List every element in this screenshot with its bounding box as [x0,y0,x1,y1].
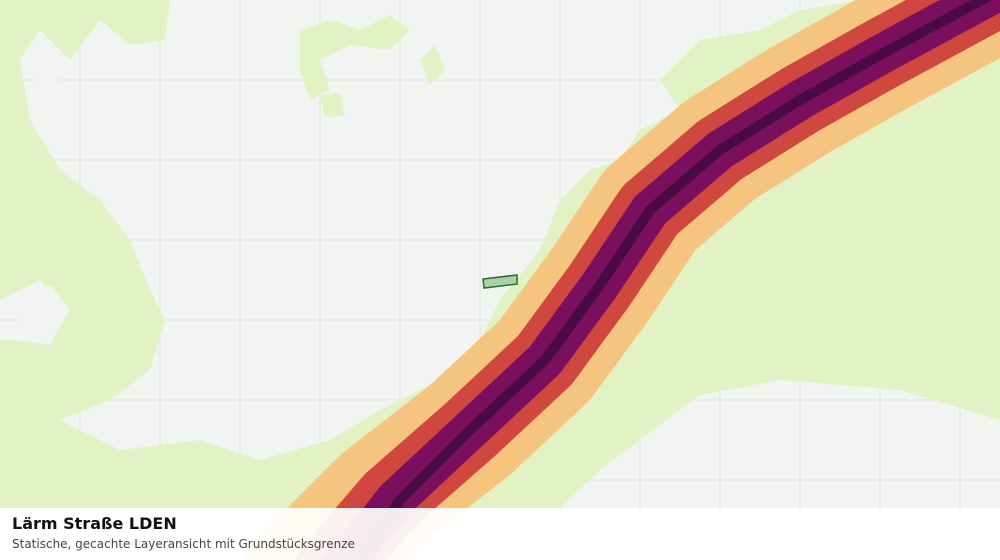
parcel-boundary [482,274,518,289]
layer-title: Lärm Straße LDEN [12,514,177,533]
legend-panel: Lärm Straße LDEN Statische, gecachte Lay… [0,508,1000,560]
layer-subtitle: Statische, gecachte Layeransicht mit Gru… [12,537,355,551]
noise-bands [243,0,1000,560]
